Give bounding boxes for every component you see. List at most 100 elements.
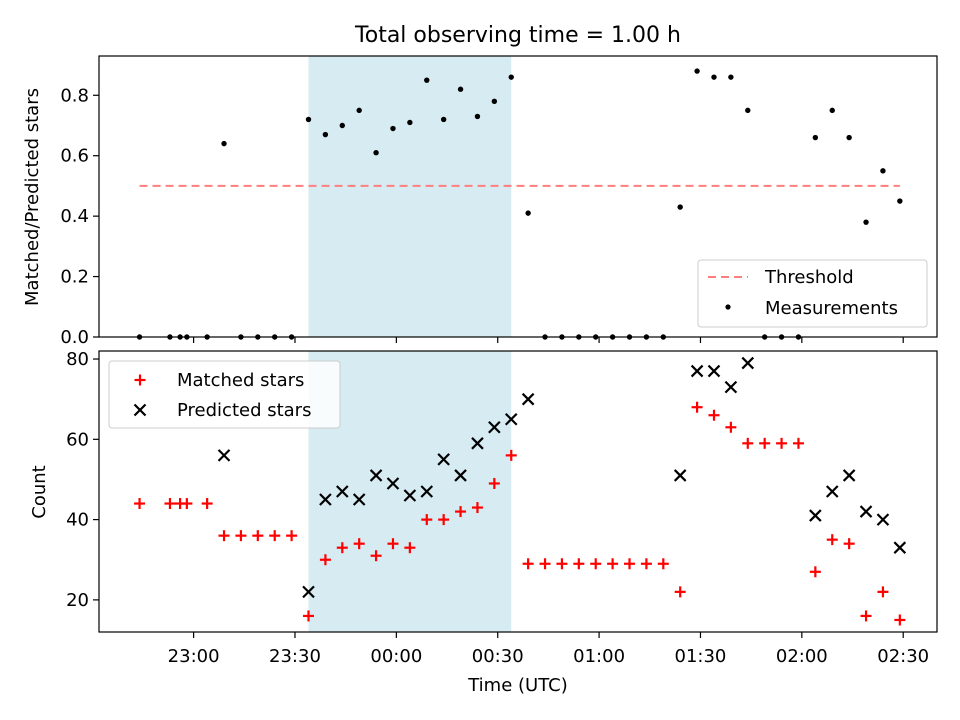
- matched-star-point: [370, 550, 382, 562]
- predicted-star-point: [454, 469, 467, 482]
- top-legend: Threshold Measurements: [697, 259, 928, 328]
- chart-title: Total observing time = 1.00 h: [354, 23, 681, 48]
- matched-star-point: [809, 566, 821, 578]
- top-span: [308, 56, 512, 337]
- measurement-point: [373, 149, 379, 156]
- matched-star-point: [404, 542, 416, 554]
- top-legend-box: [697, 259, 928, 328]
- matched-star-point: [353, 538, 365, 550]
- matched-star-point: [674, 586, 686, 598]
- top-x-ticks: [193, 337, 904, 343]
- matched-star-point: [539, 558, 551, 570]
- matched-star-point: [488, 477, 500, 489]
- matched-star-point: [134, 498, 146, 510]
- predicted-star-point: [741, 356, 755, 370]
- predicted-star-point: [859, 505, 873, 518]
- predicted-star-point: [521, 392, 535, 406]
- measurement-point: [829, 107, 835, 114]
- y-tick-label: 0.0: [60, 327, 89, 348]
- predicted-star-point: [336, 485, 349, 498]
- predicted-star-point: [707, 364, 721, 378]
- predicted-star-point: [319, 493, 332, 506]
- measurement-point: [221, 140, 227, 147]
- y-tick-label: 0.4: [60, 206, 89, 227]
- measurement-point: [322, 131, 329, 138]
- matched-star-point: [843, 538, 855, 550]
- matched-star-point: [725, 421, 737, 433]
- x-tick-label: 01:00: [573, 646, 625, 667]
- measurement-point: [745, 107, 751, 114]
- y-tick-label: 20: [66, 590, 89, 611]
- predicted-star-point: [302, 585, 315, 599]
- legend-measurements-label: Measurements: [765, 298, 898, 319]
- matched-star-point: [336, 542, 348, 554]
- measurement-point: [846, 134, 852, 141]
- measurement-point: [339, 122, 345, 129]
- predicted-star-point: [876, 513, 890, 526]
- legend-measurements-swatch: [725, 304, 731, 310]
- matched-star-point: [894, 614, 906, 626]
- measurement-point: [812, 134, 819, 141]
- matched-star-point: [624, 558, 636, 570]
- predicted-star-point: [471, 437, 484, 450]
- measurement-point: [863, 219, 869, 225]
- matched-star-point: [303, 610, 314, 622]
- y-tick-label: 0.6: [60, 146, 89, 167]
- measurement-point: [440, 116, 447, 123]
- legend-matched-swatch: [134, 374, 146, 386]
- legend-matched-label: Matched stars: [177, 370, 304, 391]
- matched-points: [134, 401, 906, 626]
- matched-star-point: [269, 530, 281, 542]
- matched-star-point: [471, 502, 483, 514]
- bottom-y-axis-label: Count: [29, 465, 50, 518]
- predicted-star-point: [403, 489, 417, 502]
- predicted-star-point: [825, 485, 839, 498]
- measurement-point: [474, 113, 481, 120]
- predicted-star-point: [217, 449, 231, 462]
- matched-star-point: [792, 437, 804, 449]
- y-tick-label: 0.2: [60, 267, 89, 288]
- measurement-point: [424, 77, 430, 83]
- matched-star-point: [455, 506, 467, 518]
- measurement-point: [390, 125, 396, 132]
- legend-predicted-label: Predicted stars: [177, 400, 311, 421]
- matched-star-point: [505, 449, 517, 461]
- bottom-panel: 20 40 60 80 23:00 23:30 00:00 00:30 01:00 01:30 0…: [29, 349, 938, 696]
- x-tick-label: 02:30: [877, 646, 929, 667]
- matched-star-point: [573, 558, 585, 570]
- predicted-star-point: [842, 469, 856, 482]
- bottom-y-ticks: 20 40 60 80: [66, 349, 99, 611]
- x-tick-label: 00:30: [472, 646, 524, 667]
- predicted-star-point: [724, 380, 738, 394]
- matched-star-point: [201, 498, 213, 510]
- measurement-point: [457, 86, 464, 92]
- x-tick-label: 00:00: [370, 646, 422, 667]
- matched-star-point: [218, 530, 230, 542]
- measurement-point: [677, 204, 683, 210]
- matched-star-point: [590, 558, 602, 570]
- y-tick-label: 80: [66, 349, 89, 370]
- matched-star-point: [759, 437, 771, 449]
- matched-star-point: [860, 610, 872, 622]
- bottom-axes-frame: [98, 350, 938, 633]
- measurement-point: [728, 74, 734, 80]
- predicted-star-point: [369, 469, 383, 482]
- measurement-point: [880, 168, 886, 174]
- y-tick-label: 0.8: [60, 85, 89, 106]
- measurement-point: [711, 74, 717, 80]
- x-axis-label: Time (UTC): [467, 675, 568, 696]
- matched-star-point: [657, 558, 669, 570]
- measurement-point: [694, 68, 700, 74]
- matched-star-point: [252, 530, 264, 542]
- matched-star-point: [607, 558, 619, 570]
- x-tick-label: 02:00: [776, 646, 828, 667]
- measurement-point: [508, 74, 514, 80]
- y-tick-label: 40: [66, 510, 89, 531]
- predicted-star-point: [420, 485, 434, 498]
- top-axes-frame: [98, 55, 938, 338]
- measurement-point: [305, 116, 312, 123]
- matched-star-point: [286, 530, 298, 542]
- bottom-legend: Matched stars Predicted stars: [108, 360, 341, 429]
- predicted-star-point: [488, 420, 501, 434]
